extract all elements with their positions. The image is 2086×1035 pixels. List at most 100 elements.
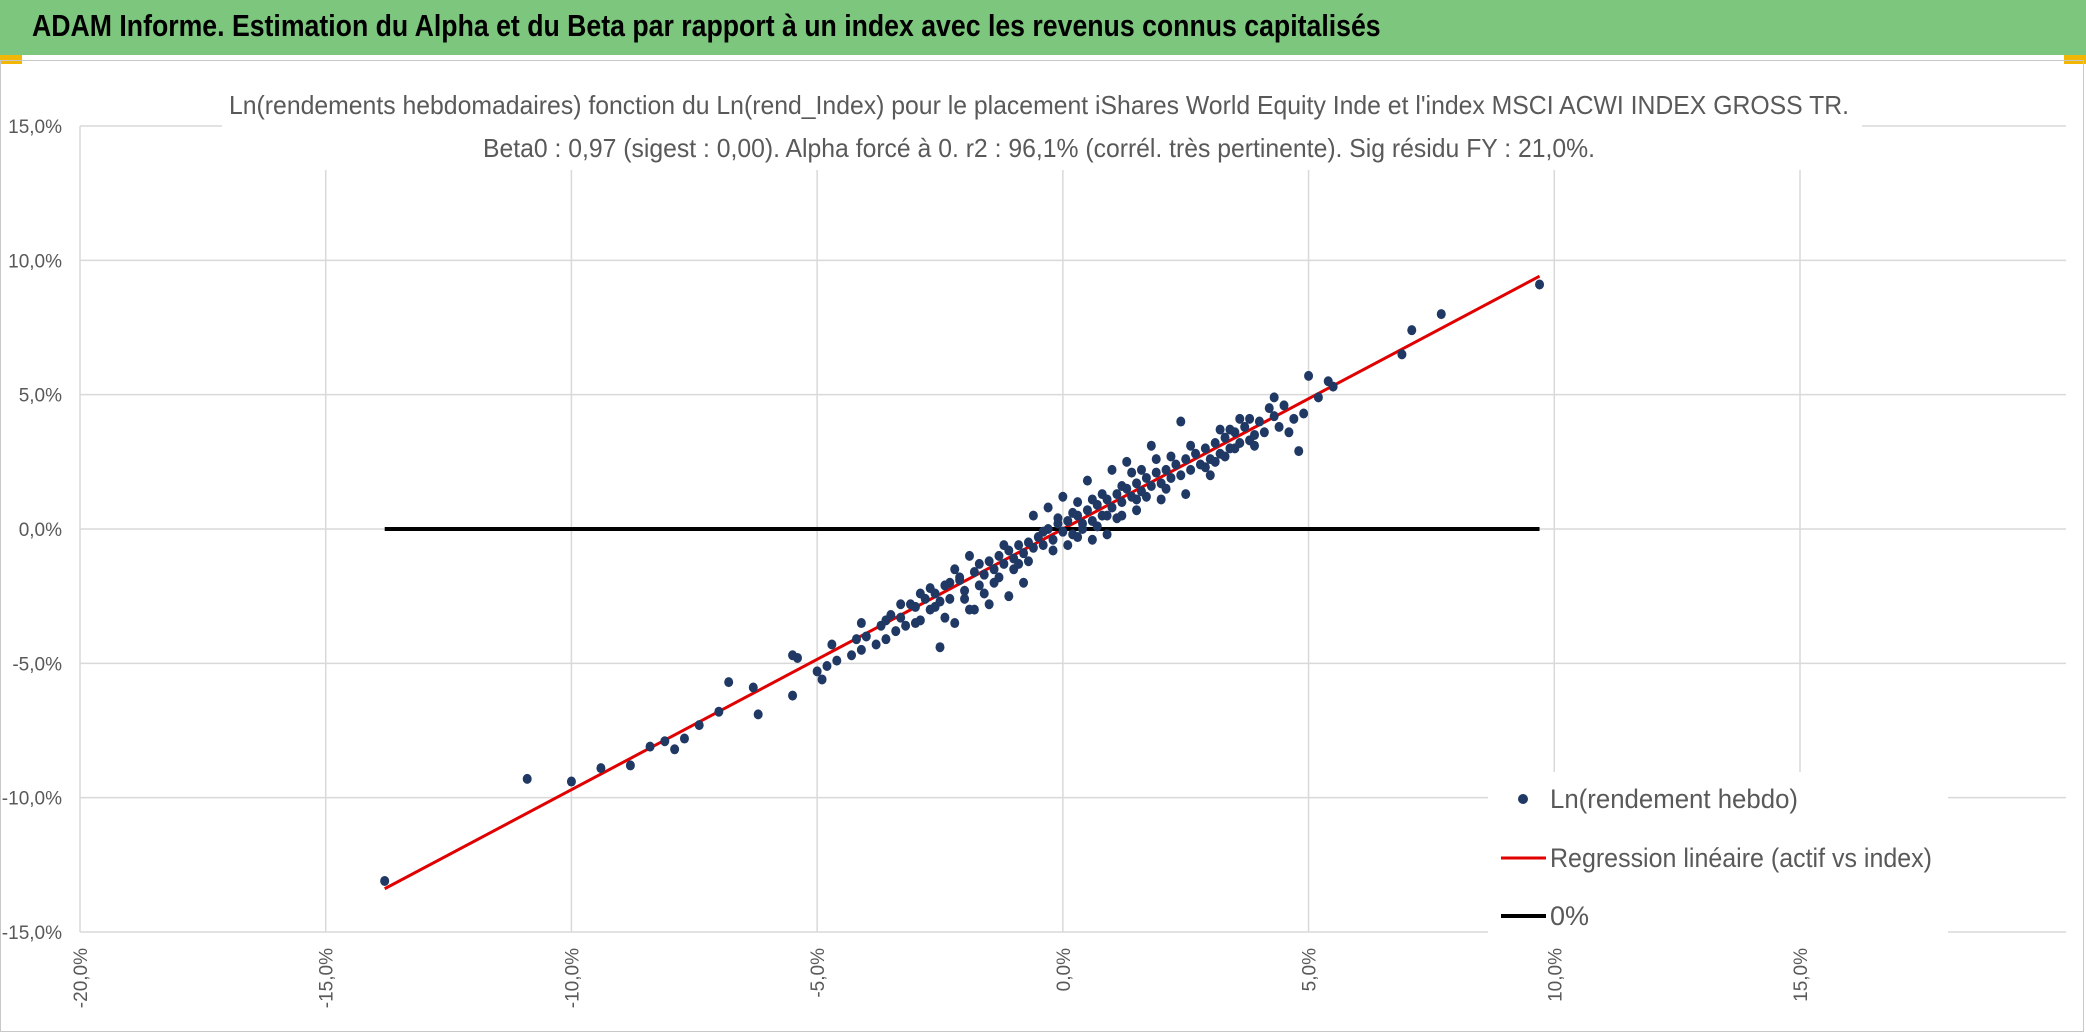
- data-point: [724, 677, 734, 688]
- data-point: [1328, 381, 1338, 392]
- data-point: [1200, 443, 1210, 454]
- data-point: [950, 618, 960, 629]
- legend-backdrop: [1488, 772, 1948, 942]
- data-point: [1146, 481, 1156, 492]
- data-point: [960, 593, 970, 604]
- data-point: [1235, 413, 1245, 424]
- data-point: [1289, 413, 1299, 424]
- data-point: [1299, 408, 1309, 419]
- data-point: [792, 652, 802, 663]
- data-point: [1250, 440, 1260, 451]
- data-point: [851, 634, 861, 645]
- data-point: [1063, 540, 1073, 551]
- data-point: [1023, 556, 1033, 567]
- data-point: [1294, 446, 1304, 457]
- data-point: [670, 744, 680, 755]
- data-point: [1176, 470, 1186, 481]
- data-point: [1397, 349, 1407, 360]
- legend: Ln(rendement hebdo) Regression linéaire …: [1488, 772, 1948, 942]
- data-point: [1043, 502, 1053, 513]
- data-point: [1176, 416, 1186, 427]
- data-point: [871, 639, 881, 650]
- data-point: [960, 585, 970, 596]
- data-point: [1014, 540, 1024, 551]
- data-point: [1028, 510, 1038, 521]
- data-point: [1082, 475, 1092, 486]
- data-point: [1082, 505, 1092, 516]
- data-point: [945, 577, 955, 588]
- data-point: [1210, 456, 1220, 467]
- data-point: [832, 655, 842, 666]
- data-point: [566, 776, 576, 787]
- data-point: [856, 618, 866, 629]
- data-point: [1215, 424, 1225, 435]
- data-point: [1269, 411, 1279, 422]
- data-point: [1107, 502, 1117, 513]
- data-point: [910, 618, 920, 629]
- data-point: [522, 773, 532, 784]
- data-point: [1186, 464, 1196, 475]
- data-point: [1230, 443, 1240, 454]
- chart-title: Ln(rendements hebdomadaires) fonction du…: [229, 90, 1849, 120]
- data-point: [660, 736, 670, 747]
- data-point: [1186, 440, 1196, 451]
- data-point: [847, 650, 857, 661]
- data-point: [1087, 534, 1097, 545]
- data-point: [1210, 438, 1220, 449]
- data-point: [910, 601, 920, 612]
- data-point: [1181, 489, 1191, 500]
- data-point: [891, 626, 901, 637]
- scatter-points: [380, 279, 1545, 886]
- data-point: [1112, 513, 1122, 524]
- data-point: [1269, 392, 1279, 403]
- data-point: [714, 706, 724, 717]
- data-point: [974, 558, 984, 569]
- data-point: [881, 634, 891, 645]
- data-point: [1171, 459, 1181, 470]
- data-point: [1073, 532, 1083, 543]
- data-point: [1122, 456, 1132, 467]
- data-point: [1313, 392, 1323, 403]
- data-point: [1191, 448, 1201, 459]
- data-point: [1161, 483, 1171, 494]
- data-point: [1058, 526, 1068, 537]
- data-point: [945, 593, 955, 604]
- axis-ticks: -15,0% -10,0% -5,0% 0,0% 5,0% 10,0% 15,0% -20,0…: [2, 117, 1812, 1008]
- data-point: [930, 601, 940, 612]
- report-header: ADAM Informe. Estimation du Alpha et du …: [0, 0, 2086, 55]
- data-point: [788, 690, 798, 701]
- data-point: [974, 580, 984, 591]
- data-point: [817, 674, 827, 685]
- data-point: [822, 661, 832, 672]
- data-point: [1200, 462, 1210, 473]
- data-point: [984, 599, 994, 610]
- data-point: [596, 763, 606, 774]
- data-point: [1097, 489, 1107, 500]
- data-point: [1279, 400, 1289, 411]
- data-point: [1407, 325, 1417, 336]
- data-point: [901, 620, 911, 631]
- data-point: [984, 556, 994, 567]
- data-point: [1063, 515, 1073, 526]
- data-point: [994, 550, 1004, 561]
- data-point: [1274, 421, 1284, 432]
- data-point: [950, 564, 960, 575]
- data-point: [1225, 424, 1235, 435]
- data-point: [1107, 464, 1117, 475]
- data-point: [1102, 529, 1112, 540]
- report-title: ADAM Informe. Estimation du Alpha et du …: [32, 8, 1381, 43]
- y-tick-label: 0,0%: [19, 520, 62, 541]
- y-tick-label: -5,0%: [12, 654, 62, 675]
- y-tick-label: 15,0%: [8, 117, 62, 138]
- data-point: [1264, 403, 1274, 414]
- y-tick-label: 10,0%: [8, 251, 62, 272]
- data-point: [812, 666, 822, 677]
- y-tick-label: -15,0%: [2, 923, 62, 944]
- data-point: [964, 550, 974, 561]
- data-point: [856, 644, 866, 655]
- data-point: [1220, 451, 1230, 462]
- data-point: [1117, 481, 1127, 492]
- x-tick-label: 0,0%: [1054, 948, 1075, 991]
- data-point: [1284, 427, 1294, 438]
